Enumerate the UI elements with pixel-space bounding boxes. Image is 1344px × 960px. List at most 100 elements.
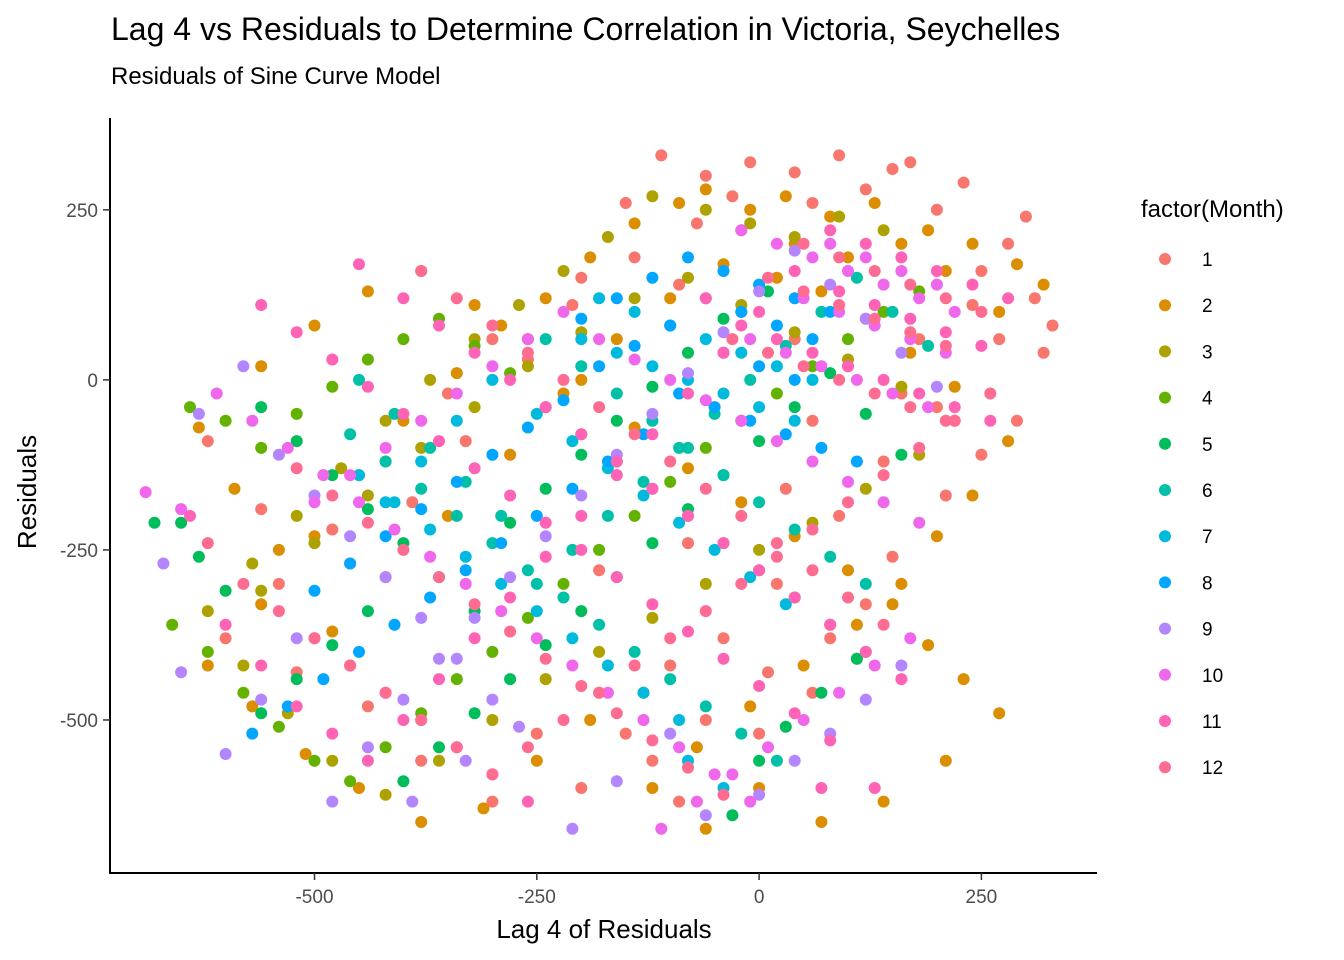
data-point	[388, 496, 401, 509]
y-axis-ticks: -500 -250 0 250	[60, 201, 110, 732]
data-point	[717, 632, 730, 645]
data-point	[664, 292, 677, 305]
data-point	[762, 271, 774, 284]
data-point	[450, 387, 463, 400]
data-point	[788, 326, 801, 339]
data-point	[717, 326, 730, 339]
data-point	[975, 305, 988, 318]
data-point	[664, 475, 677, 488]
data-point	[806, 686, 819, 699]
data-point	[850, 271, 863, 284]
data-point	[699, 822, 712, 835]
data-point	[779, 346, 792, 359]
data-point	[717, 346, 730, 359]
legend-label: 3	[1202, 342, 1213, 363]
data-point	[575, 448, 588, 461]
data-point	[530, 727, 543, 740]
data-point	[601, 686, 614, 699]
x-tick-label: -500	[295, 887, 333, 908]
data-point	[628, 353, 641, 366]
data-point	[930, 203, 943, 216]
data-point	[877, 278, 890, 291]
data-point	[948, 414, 961, 427]
data-point	[468, 707, 481, 720]
data-point	[717, 652, 730, 665]
y-tick-label: -250	[60, 541, 98, 562]
data-point	[886, 305, 899, 318]
data-point	[637, 686, 650, 699]
data-point	[993, 333, 1006, 346]
data-point	[735, 305, 748, 318]
data-point	[441, 387, 454, 400]
data-point	[859, 407, 872, 420]
data-point	[806, 523, 819, 536]
data-point	[513, 299, 525, 311]
data-point	[201, 645, 214, 658]
y-tick-label: 250	[66, 201, 98, 222]
data-point	[201, 537, 214, 550]
data-point	[468, 299, 481, 311]
data-point	[770, 754, 783, 767]
legend-swatch	[1159, 437, 1171, 450]
y-tick-label: 0	[87, 371, 98, 392]
data-point	[824, 210, 837, 223]
legend-swatch	[1159, 253, 1171, 265]
data-point	[877, 496, 890, 509]
data-point	[459, 577, 472, 590]
legend-swatch	[1159, 299, 1171, 312]
data-point	[788, 591, 801, 604]
data-point	[290, 435, 303, 448]
data-point	[504, 448, 517, 461]
data-point	[788, 707, 801, 720]
data-point	[842, 360, 854, 373]
legend-swatch	[1159, 715, 1171, 727]
data-point	[539, 652, 552, 665]
data-point	[984, 414, 997, 427]
data-point	[397, 333, 410, 346]
data-point	[379, 686, 392, 699]
series-month-5	[148, 285, 908, 822]
data-point	[255, 693, 268, 706]
data-point	[824, 237, 837, 250]
data-point	[255, 503, 268, 516]
data-point	[815, 441, 828, 454]
data-point	[904, 346, 917, 359]
data-point	[575, 680, 588, 692]
data-point	[646, 190, 659, 203]
data-point	[770, 537, 783, 550]
data-point	[415, 816, 428, 828]
data-point	[504, 625, 517, 638]
data-point	[744, 795, 757, 808]
data-point	[664, 727, 677, 740]
data-point	[272, 543, 285, 556]
data-point	[415, 714, 428, 726]
data-point	[388, 523, 401, 536]
data-point	[166, 618, 179, 631]
data-point	[913, 441, 926, 454]
data-point	[210, 387, 223, 400]
data-point	[673, 197, 686, 209]
data-point	[930, 380, 943, 393]
data-point	[744, 414, 757, 427]
data-point	[246, 727, 259, 740]
data-point	[895, 237, 908, 250]
data-point	[504, 673, 517, 686]
data-point	[433, 673, 445, 686]
data-point	[424, 550, 437, 563]
data-point	[859, 598, 872, 611]
data-point	[975, 339, 988, 352]
data-point	[308, 754, 321, 767]
data-point	[326, 795, 339, 808]
data-point	[895, 659, 908, 672]
data-point	[459, 564, 472, 577]
data-point	[610, 775, 623, 788]
data-point	[753, 305, 766, 318]
data-point	[842, 564, 854, 577]
data-point	[690, 795, 703, 808]
data-point	[850, 618, 863, 631]
data-point	[939, 292, 952, 305]
data-point	[610, 387, 623, 400]
legend-swatch	[1159, 576, 1171, 589]
data-point	[815, 686, 828, 699]
data-point	[459, 754, 472, 767]
